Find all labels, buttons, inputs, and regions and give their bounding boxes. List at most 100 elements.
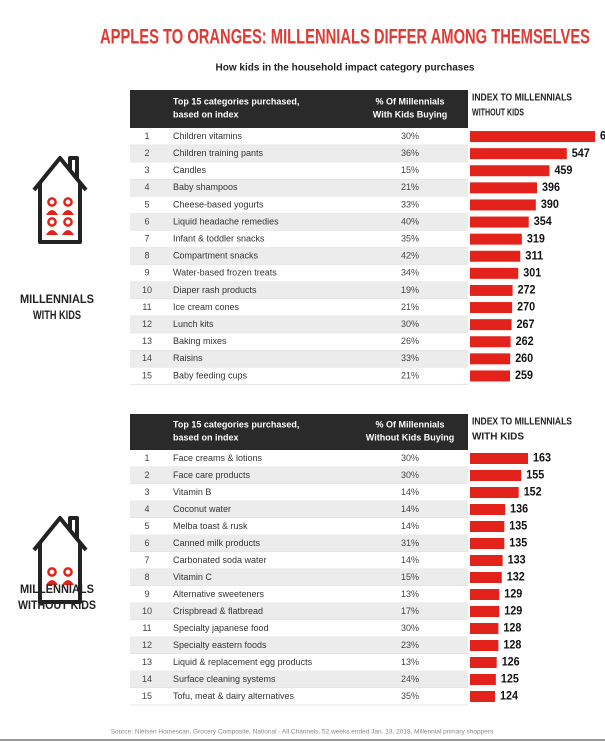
percent: 40% xyxy=(401,216,419,226)
percent: 14% xyxy=(401,504,419,514)
bar-label: 155 xyxy=(526,468,544,482)
rank: 2 xyxy=(144,148,149,158)
house-icon xyxy=(32,156,88,244)
subtitle: How kids in the household impact categor… xyxy=(216,63,475,74)
bar xyxy=(470,319,512,331)
person-body xyxy=(46,580,58,585)
percent: 21% xyxy=(401,302,419,312)
rank: 15 xyxy=(142,370,152,380)
category: Coconut water xyxy=(173,504,231,514)
source: Source: Nielsen Homescan, Grocery Compos… xyxy=(111,729,494,736)
table-header xyxy=(130,414,468,450)
bar-label: 272 xyxy=(518,283,536,297)
bar xyxy=(470,521,505,532)
percent: 42% xyxy=(401,251,419,261)
table-row xyxy=(130,586,468,603)
percent: 30% xyxy=(401,623,419,633)
percent: 35% xyxy=(401,691,419,701)
percent: 34% xyxy=(401,268,419,278)
table-row xyxy=(130,467,468,484)
bar-label: 301 xyxy=(523,266,541,280)
person-head xyxy=(63,217,73,227)
table-row xyxy=(130,569,468,586)
bar-label: 390 xyxy=(541,197,559,211)
bar xyxy=(470,589,500,600)
category: Baby feeding cups xyxy=(173,370,248,380)
bar xyxy=(470,453,528,464)
bar xyxy=(470,165,550,177)
bar xyxy=(470,470,522,481)
bar xyxy=(470,336,511,348)
bar xyxy=(470,182,538,194)
bar xyxy=(470,504,506,515)
rank: 11 xyxy=(142,623,151,633)
category: Vitamin B xyxy=(173,487,211,497)
bar-label: 260 xyxy=(515,351,533,365)
category: Liquid headache remedies xyxy=(173,216,279,226)
bar-label: 267 xyxy=(517,317,535,331)
category: Baby shampoos xyxy=(173,182,238,192)
category: Specialty japanese food xyxy=(173,623,269,633)
bar-label: 129 xyxy=(504,587,522,601)
person-head xyxy=(47,197,57,207)
category: Specialty eastern foods xyxy=(173,640,267,650)
header-text: based on index xyxy=(173,432,239,442)
table-row xyxy=(130,484,468,501)
bar xyxy=(470,640,499,651)
rank: 7 xyxy=(144,555,149,565)
table-row xyxy=(130,145,468,163)
bar xyxy=(470,302,513,314)
rank: 13 xyxy=(142,336,152,346)
rank: 6 xyxy=(144,216,149,226)
percent: 36% xyxy=(401,148,419,158)
percent: 30% xyxy=(401,319,419,329)
bar xyxy=(470,233,522,245)
rank: 4 xyxy=(144,504,149,514)
title: APPLES TO ORANGES: MILLENNIALS DIFFER AM… xyxy=(100,26,590,49)
bar-label: 135 xyxy=(509,519,527,533)
category: Liquid & replacement egg products xyxy=(173,657,313,667)
header-text: Top 15 categories purchased, xyxy=(173,419,299,429)
rank: 5 xyxy=(144,521,149,531)
section-label: WITHOUT KIDS xyxy=(18,598,96,612)
percent: 19% xyxy=(401,285,419,295)
percent: 15% xyxy=(401,165,419,175)
bar-label: 129 xyxy=(504,604,522,618)
rank: 1 xyxy=(144,453,149,463)
category: Carbonated soda water xyxy=(173,555,267,565)
percent: 31% xyxy=(401,538,419,548)
bar-label: 136 xyxy=(510,502,528,516)
percent: 24% xyxy=(401,674,419,684)
rank: 7 xyxy=(144,234,149,244)
bar-label: 163 xyxy=(533,451,551,465)
bar xyxy=(470,572,502,583)
table-row xyxy=(130,316,468,334)
table-row xyxy=(130,213,468,231)
category: Baking mixes xyxy=(173,336,227,346)
percent: 23% xyxy=(401,640,419,650)
percent: 33% xyxy=(401,199,419,209)
percent: 21% xyxy=(401,182,419,192)
percent: 30% xyxy=(401,131,419,141)
percent: 17% xyxy=(401,606,419,616)
rank: 6 xyxy=(144,538,149,548)
category: Children vitamins xyxy=(173,131,243,141)
bar-label: 126 xyxy=(502,655,520,669)
bar-label: 133 xyxy=(508,553,526,567)
table-row xyxy=(130,333,468,351)
percent: 30% xyxy=(401,453,419,463)
category: Ice cream cones xyxy=(173,302,240,312)
table-row xyxy=(130,128,468,146)
percent: 14% xyxy=(401,487,419,497)
person-body xyxy=(46,210,58,215)
category: Candles xyxy=(173,165,207,175)
rank: 9 xyxy=(144,589,149,599)
category: Lunch kits xyxy=(173,319,214,329)
rank: 3 xyxy=(144,165,149,175)
table-row xyxy=(130,196,468,214)
bar-label: 259 xyxy=(515,368,533,382)
category: Canned milk products xyxy=(173,538,261,548)
header-text: based on index xyxy=(173,109,239,119)
person-body xyxy=(62,580,74,585)
percent: 21% xyxy=(401,370,419,380)
